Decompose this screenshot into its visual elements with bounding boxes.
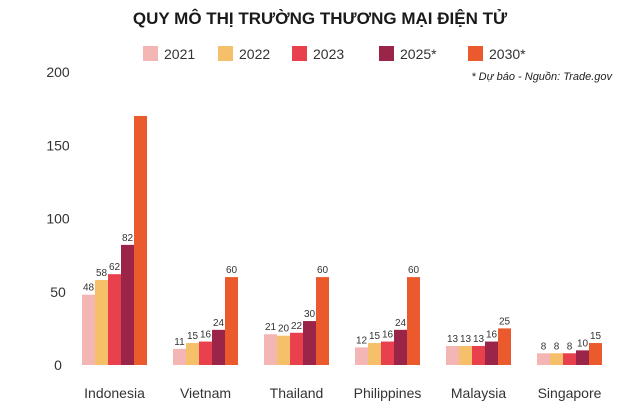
data-label: 15 xyxy=(590,331,602,342)
data-label: 11 xyxy=(174,337,185,348)
legend-swatch xyxy=(143,46,158,61)
x-tick-label: Thailand xyxy=(270,385,324,401)
data-label: 8 xyxy=(567,341,573,352)
data-label: 16 xyxy=(200,330,212,341)
bar xyxy=(563,353,576,365)
legend-label: 2025* xyxy=(400,46,437,62)
y-tick-label: 100 xyxy=(46,211,70,227)
source-note: * Dự báo - Nguồn: Trade.gov xyxy=(471,71,613,83)
x-axis: Indonesia Vietnam Thailand Philippines Malay… xyxy=(84,385,601,401)
legend-swatch xyxy=(379,46,394,61)
data-label: 8 xyxy=(554,341,560,352)
bar xyxy=(368,343,381,365)
legend-swatch xyxy=(218,46,233,61)
x-tick-label: Singapore xyxy=(538,385,602,401)
data-label: 22 xyxy=(291,321,303,332)
data-label: 13 xyxy=(447,334,459,345)
bar xyxy=(316,277,329,365)
y-axis: 0 50 100 150 200 xyxy=(46,64,70,373)
bar xyxy=(108,274,121,365)
x-tick-label: Malaysia xyxy=(451,385,506,401)
y-tick-label: 150 xyxy=(46,137,70,153)
bar xyxy=(537,353,550,365)
bar xyxy=(121,244,134,365)
data-label: 82 xyxy=(122,233,134,244)
data-label: 58 xyxy=(96,268,108,279)
bar xyxy=(381,341,394,365)
bar xyxy=(264,334,277,365)
x-tick-label: Philippines xyxy=(354,385,422,401)
bar xyxy=(82,294,95,365)
data-label: 30 xyxy=(304,309,316,320)
legend-label: 2030* xyxy=(489,46,526,62)
x-tick-label: Vietnam xyxy=(180,385,231,401)
y-tick-label: 0 xyxy=(54,357,62,373)
bar xyxy=(95,280,108,365)
data-label: 16 xyxy=(382,330,394,341)
data-label: 8 xyxy=(541,341,547,352)
bar xyxy=(199,341,212,365)
data-label: 15 xyxy=(187,331,199,342)
bar xyxy=(472,345,485,365)
y-tick-label: 50 xyxy=(50,284,66,300)
data-label: 16 xyxy=(486,330,498,341)
bar xyxy=(407,277,420,365)
bar xyxy=(186,343,199,365)
data-label: 24 xyxy=(213,318,225,329)
data-label: 20 xyxy=(278,324,290,335)
bar xyxy=(498,328,511,365)
data-label: 13 xyxy=(460,334,472,345)
data-label: 25 xyxy=(499,316,511,327)
bar xyxy=(303,321,316,365)
bar xyxy=(550,353,563,365)
x-tick-label: Indonesia xyxy=(84,385,145,401)
data-label: 62 xyxy=(109,262,121,273)
data-label: 60 xyxy=(408,265,420,276)
bar xyxy=(394,329,407,365)
bar xyxy=(459,345,472,365)
y-tick-label: 200 xyxy=(46,64,70,80)
legend-swatch xyxy=(292,46,307,61)
bar xyxy=(589,343,602,365)
data-label: 21 xyxy=(265,322,277,333)
bar xyxy=(576,350,589,365)
data-label: 60 xyxy=(226,265,238,276)
bar xyxy=(290,332,303,365)
bar xyxy=(212,329,225,365)
legend-swatch xyxy=(468,46,483,61)
data-label: 60 xyxy=(317,265,329,276)
data-label: 10 xyxy=(577,338,589,349)
bar xyxy=(225,277,238,365)
data-label: 12 xyxy=(356,335,368,346)
chart-title: QUY MÔ THỊ TRƯỜNG THƯƠNG MẠI ĐIỆN TỬ xyxy=(133,9,508,28)
data-label: 13 xyxy=(473,334,485,345)
data-label: 15 xyxy=(369,331,381,342)
data-label: 24 xyxy=(395,318,407,329)
bar xyxy=(446,345,459,365)
data-label: 48 xyxy=(83,283,95,294)
legend-label: 2021 xyxy=(164,46,195,62)
bar xyxy=(355,347,368,365)
legend-label: 2022 xyxy=(239,46,270,62)
bar xyxy=(134,115,147,365)
legend-label: 2023 xyxy=(313,46,344,62)
bar xyxy=(485,341,498,365)
bar xyxy=(173,348,186,365)
bar xyxy=(277,335,290,365)
legend: 2021 2022 2023 2025* 2030* xyxy=(143,46,526,62)
